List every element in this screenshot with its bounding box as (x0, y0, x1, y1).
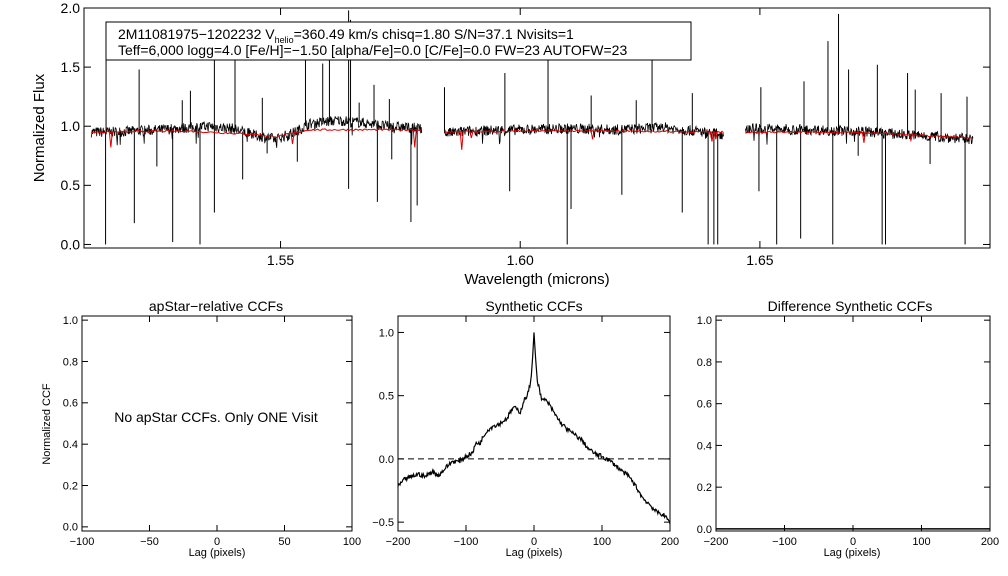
apstar-ccf-x-axis-label: Lag (pixels) (189, 547, 246, 559)
spectrum-info-box (105, 21, 692, 61)
difference-ccf-y-tick-label: 0.6 (697, 399, 712, 411)
spectrum-info-line-2: Teff=6,000 logg=4.0 [Fe/H]=−1.50 [alpha/… (118, 42, 627, 58)
model-absorption-line (713, 131, 718, 140)
apstar-ccf-y-tick-label: 0.8 (63, 356, 78, 368)
apstar-ccf-y-tick-label: 0.4 (63, 439, 78, 451)
model-spectrum-segment (444, 129, 724, 134)
info-stats-text: =360.49 km/s chisq=1.80 S/N=37.1 Nvisits… (294, 26, 574, 42)
difference-ccf-y-tick-label: 0.0 (697, 524, 712, 536)
spectrum-y-tick-label: 1.5 (61, 59, 81, 75)
difference-ccf-panel: Difference Synthetic CCFs −200 −100 0 100 20… (697, 298, 999, 559)
spectrum-info-line-1: 2M11081975−1202232 Vhelio=360.49 km/s ch… (118, 26, 574, 45)
synthetic-ccf-y-tick-label: −0.5 (372, 517, 394, 529)
synthetic-ccf-x-tick-label: 0 (531, 536, 537, 548)
spectrum-series-group (90, 10, 974, 245)
difference-ccf-y-tick-label: 1.0 (697, 315, 712, 327)
synthetic-ccf-series-group (397, 332, 671, 525)
apstar-ccf-y-tick-label: 0.0 (63, 522, 78, 534)
observed-spectrum-segment (745, 123, 974, 145)
model-absorption-line (412, 129, 417, 148)
synthetic-ccf-panel: Synthetic CCFs −200 −100 0 100 200 −0.5 0.0 0.5… (372, 298, 679, 559)
observed-spectrum-segment (444, 122, 724, 145)
synthetic-ccf-axes-group: −200 −100 0 100 200 −0.5 0.0 0.5 1.0 (372, 316, 679, 548)
apstar-ccf-y-axis-label: Normalized CCF (41, 383, 53, 465)
difference-ccf-x-tick-label: −200 (704, 536, 729, 548)
spectrum-x-axis-label: Wavelength (microns) (464, 271, 609, 288)
spectrum-x-tick-label: 1.55 (267, 252, 294, 268)
model-absorption-line (290, 133, 295, 145)
apstar-ccf-x-tick-label: 0 (214, 536, 220, 548)
spectrum-y-tick-label: 1.0 (61, 118, 81, 134)
apstar-ccf-y-tick-label: 0.2 (63, 480, 78, 492)
difference-ccf-x-tick-label: −100 (772, 536, 797, 548)
observed-spectrum-segment (90, 116, 423, 148)
difference-ccf-y-tick-label: 0.2 (697, 482, 712, 494)
spectrum-x-tick-label: 1.60 (507, 252, 534, 268)
model-absorption-line (861, 132, 866, 143)
difference-ccf-x-axis-label: Lag (pixels) (824, 547, 881, 559)
difference-ccf-x-tick-label: 100 (912, 536, 930, 548)
no-ccf-message: No apStar CCFs. Only ONE Visit (114, 409, 318, 425)
apstar-ccf-x-tick-label: 100 (343, 536, 361, 548)
synthetic-ccf-y-tick-label: 1.0 (379, 327, 394, 339)
model-spectrum-segment (91, 128, 422, 139)
model-absorption-line (469, 131, 474, 139)
synthetic-ccf-x-tick-label: 200 (661, 536, 679, 548)
apstar-ccf-axes-group: −100 −50 0 50 100 0.0 0.2 0.4 0.6 0.8 1.0 (63, 315, 361, 548)
spectrum-y-tick-label: 0.0 (61, 236, 81, 252)
synthetic-ccf-x-tick-label: −200 (386, 536, 411, 548)
difference-ccf-y-tick-label: 0.4 (697, 440, 712, 452)
synthetic-ccf-title: Synthetic CCFs (485, 298, 582, 314)
apstar-ccf-x-tick-label: −50 (140, 536, 159, 548)
difference-ccf-axes-group: −200 −100 0 100 200 0.0 0.2 0.4 0.6 0.8 1.0 (697, 315, 999, 548)
model-spectrum-segment (745, 130, 973, 139)
difference-ccf-x-tick-label: 200 (981, 536, 999, 548)
synthetic-ccf-x-axis-label: Lag (pixels) (506, 547, 563, 559)
model-absorption-line (459, 131, 464, 150)
apstar-ccf-y-tick-label: 1.0 (63, 315, 78, 327)
vhelio-subscript: helio (275, 35, 294, 45)
difference-ccf-y-tick-label: 0.8 (697, 357, 712, 369)
synthetic-ccf-y-tick-label: 0.0 (379, 454, 394, 466)
difference-ccf-title: Difference Synthetic CCFs (768, 298, 933, 314)
model-absorption-line (108, 131, 113, 148)
synthetic-ccf-x-tick-label: 100 (593, 536, 611, 548)
apstar-ccf-x-tick-label: −100 (70, 536, 95, 548)
spectrum-y-axis-label: Normalized Flux (31, 73, 48, 182)
spectrum-x-tick-label: 1.65 (746, 252, 773, 268)
model-absorption-line (709, 131, 714, 142)
apstar-ccf-panel: apStar−relative CCFs −100 −50 0 50 100 0.0 0.2… (41, 298, 361, 559)
apstar-ccf-x-tick-label: 50 (278, 536, 290, 548)
spectrum-y-tick-label: 0.5 (61, 177, 81, 193)
spectrum-plot-frame (83, 7, 991, 249)
star-id-text: 2M11081975−1202232 V (118, 26, 275, 42)
apstar-ccf-y-tick-label: 0.6 (63, 398, 78, 410)
spectrum-axes-group: 1.55 1.60 1.65 0.0 0.5 1.0 1.5 2.0 (61, 0, 990, 268)
spectrum-panel: 1.55 1.60 1.65 0.0 0.5 1.0 1.5 2.0 Wavelength (… (31, 0, 991, 288)
apstar-ccf-title: apStar−relative CCFs (149, 298, 283, 314)
model-absorption-line (908, 134, 913, 143)
spectrum-y-tick-label: 2.0 (61, 0, 81, 16)
model-absorption-line (590, 130, 595, 140)
synthetic-ccf-y-tick-label: 0.5 (379, 391, 394, 403)
synthetic-ccf-line (397, 332, 671, 525)
difference-ccf-x-tick-label: 0 (850, 536, 856, 548)
synthetic-ccf-x-tick-label: −100 (454, 536, 479, 548)
